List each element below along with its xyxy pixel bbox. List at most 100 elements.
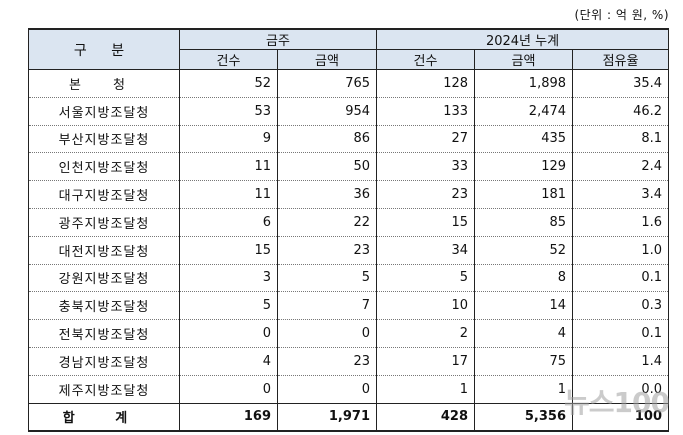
header-week-amount: 금액	[276, 49, 378, 70]
cell-cumulative-amount: 2,474	[474, 97, 574, 126]
cell-share: 1.0	[572, 236, 670, 265]
cell-week-amount: 954	[276, 97, 378, 126]
cell-cumulative-count: 33	[376, 152, 476, 182]
cell-name: 인천지방조달청	[28, 152, 180, 182]
cell-cumulative-count: 428	[376, 402, 476, 433]
cell-week-amount: 7	[276, 291, 378, 321]
cell-name: 충북지방조달청	[28, 291, 180, 321]
header-share: 점유율	[572, 49, 670, 70]
cell-cumulative-count: 1	[376, 375, 476, 404]
cell-name: 부산지방조달청	[28, 125, 180, 154]
cell-cumulative-amount: 75	[474, 347, 574, 376]
cell-week-count: 11	[179, 180, 278, 209]
table-row: 전북지방조달청 0 0 2 4 0.1	[28, 319, 670, 348]
cell-share: 8.1	[572, 125, 670, 154]
cell-cumulative-count: 2	[376, 319, 476, 348]
cell-week-amount: 0	[276, 375, 378, 404]
cell-name: 대구지방조달청	[28, 180, 180, 209]
cell-share: 100	[572, 402, 670, 433]
cell-week-amount: 50	[276, 152, 378, 182]
cell-week-amount: 23	[276, 347, 378, 376]
cell-cumulative-amount: 8	[474, 264, 574, 293]
cell-cumulative-amount: 14	[474, 291, 574, 321]
cell-week-count: 9	[179, 125, 278, 154]
cell-name: 제주지방조달청	[28, 375, 180, 404]
header-cumulative-amount: 금액	[474, 49, 574, 70]
cell-name: 전북지방조달청	[28, 319, 180, 348]
table-body: 본 청 52 765 128 1,898 35.4 서울지방조달청 53 954 133 2,474…	[28, 69, 670, 433]
cell-week-count: 4	[179, 347, 278, 376]
cell-week-amount: 5	[276, 264, 378, 293]
cell-cumulative-amount: 181	[474, 180, 574, 209]
cell-week-count: 169	[179, 402, 278, 433]
cell-cumulative-amount: 129	[474, 152, 574, 182]
procurement-table: 구 분 금주 2024년 누계 건수 금액 건수 금액 점유율 본 청 52 765…	[28, 28, 670, 433]
cell-week-amount: 86	[276, 125, 378, 154]
cell-week-amount: 36	[276, 180, 378, 209]
header-cumulative: 2024년 누계	[376, 28, 670, 50]
table-row: 서울지방조달청 53 954 133 2,474 46.2	[28, 97, 670, 126]
cell-week-count: 11	[179, 152, 278, 182]
table-row: 대전지방조달청 15 23 34 52 1.0	[28, 236, 670, 265]
cell-cumulative-count: 10	[376, 291, 476, 321]
cell-week-amount: 23	[276, 236, 378, 265]
cell-week-count: 15	[179, 236, 278, 265]
cell-cumulative-amount: 4	[474, 319, 574, 348]
cell-share: 46.2	[572, 97, 670, 126]
table-row: 부산지방조달청 9 86 27 435 8.1	[28, 125, 670, 154]
cell-week-amount: 765	[276, 69, 378, 98]
header-week: 금주	[178, 28, 378, 50]
cell-week-amount: 1,971	[276, 402, 378, 433]
cell-cumulative-amount: 1	[474, 375, 574, 404]
cell-week-count: 0	[179, 319, 278, 348]
cell-cumulative-amount: 52	[474, 236, 574, 265]
cell-cumulative-count: 27	[376, 125, 476, 154]
table-row: 제주지방조달청 0 0 1 1 0.0	[28, 375, 670, 404]
cell-name: 광주지방조달청	[28, 208, 180, 237]
table-row: 대구지방조달청 11 36 23 181 3.4	[28, 180, 670, 209]
cell-week-amount: 0	[276, 319, 378, 348]
cell-week-count: 0	[179, 375, 278, 404]
table-row: 경남지방조달청 4 23 17 75 1.4	[28, 347, 670, 376]
cell-week-count: 6	[179, 208, 278, 237]
cell-cumulative-count: 5	[376, 264, 476, 293]
cell-cumulative-count: 23	[376, 180, 476, 209]
cell-week-count: 53	[179, 97, 278, 126]
cell-share: 2.4	[572, 152, 670, 182]
table-row: 광주지방조달청 6 22 15 85 1.6	[28, 208, 670, 237]
cell-share: 0.1	[572, 319, 670, 348]
cell-cumulative-amount: 1,898	[474, 69, 574, 98]
cell-name: 본 청	[28, 69, 180, 98]
cell-cumulative-count: 34	[376, 236, 476, 265]
cell-cumulative-count: 133	[376, 97, 476, 126]
cell-share: 1.4	[572, 347, 670, 376]
cell-week-count: 3	[179, 264, 278, 293]
cell-cumulative-count: 17	[376, 347, 476, 376]
cell-cumulative-amount: 5,356	[474, 402, 574, 433]
cell-share: 0.3	[572, 291, 670, 321]
cell-name: 대전지방조달청	[28, 236, 180, 265]
table-row: 본 청 52 765 128 1,898 35.4	[28, 69, 670, 98]
cell-share: 0.1	[572, 264, 670, 293]
header-category: 구 분	[28, 28, 180, 70]
table-row: 인천지방조달청 11 50 33 129 2.4	[28, 152, 670, 182]
cell-cumulative-count: 128	[376, 69, 476, 98]
header-week-count: 건수	[179, 49, 278, 70]
header-cumulative-count: 건수	[376, 49, 476, 70]
cell-name: 합 계	[28, 402, 180, 433]
cell-name: 서울지방조달청	[28, 97, 180, 126]
cell-cumulative-count: 15	[376, 208, 476, 237]
cell-week-count: 5	[179, 291, 278, 321]
cell-share: 3.4	[572, 180, 670, 209]
table-row: 충북지방조달청 5 7 10 14 0.3	[28, 291, 670, 321]
cell-name: 경남지방조달청	[28, 347, 180, 376]
cell-week-amount: 22	[276, 208, 378, 237]
cell-name: 강원지방조달청	[28, 264, 180, 293]
unit-label: (단위 : 억 원, %)	[574, 8, 669, 22]
cell-share: 1.6	[572, 208, 670, 237]
cell-cumulative-amount: 435	[474, 125, 574, 154]
cell-share: 0.0	[572, 375, 670, 404]
cell-cumulative-amount: 85	[474, 208, 574, 237]
total-row: 합 계 169 1,971 428 5,356 100	[28, 402, 670, 433]
cell-share: 35.4	[572, 69, 670, 98]
